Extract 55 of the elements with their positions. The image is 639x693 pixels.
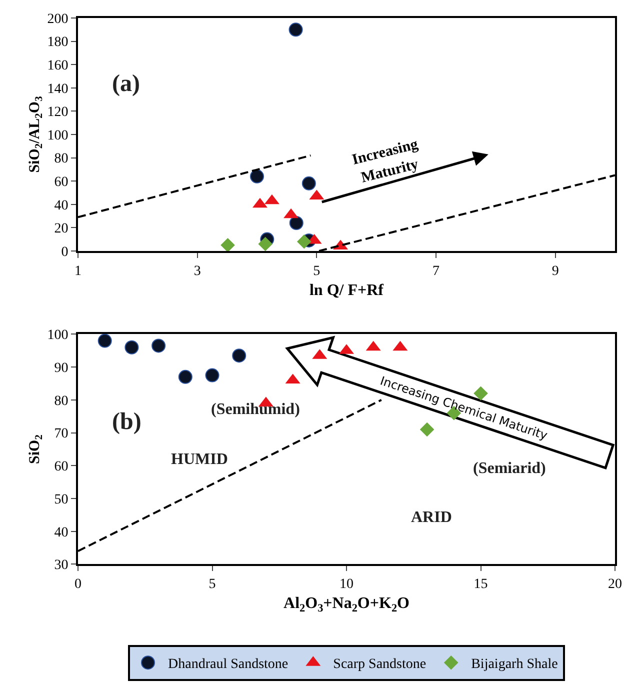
legend-label: Dhandraul Sandstone	[168, 657, 288, 672]
point	[152, 338, 166, 353]
y-tick-label: 30	[54, 558, 68, 574]
point	[289, 216, 304, 230]
y-tick-label: 80	[54, 394, 68, 409]
annotation: HUMID	[171, 451, 228, 468]
y-tick-label: 120	[47, 105, 68, 120]
x-tick-label: 5	[208, 577, 216, 592]
y-tick-label: 160	[47, 58, 68, 74]
point	[420, 422, 434, 437]
annotation: (Semihumid)	[211, 401, 300, 418]
annotation: (Semiarid)	[473, 460, 546, 477]
point	[98, 334, 112, 348]
point	[258, 236, 272, 252]
text: Al$_{2}$O$_{3}$+Na$_{2}$O+K$_{2}$O	[284, 595, 410, 615]
y-tick-label: 200	[47, 12, 68, 27]
y-tick-label: 20	[54, 222, 68, 237]
x-tick-label: 15	[474, 577, 488, 592]
legend-label: Bijaigarh Shale	[471, 657, 558, 672]
x-tick-label: 20	[608, 577, 622, 592]
annotation: Increasing Maturity	[350, 136, 421, 186]
y-tick-label: 40	[54, 198, 68, 214]
annotation: (b)	[112, 409, 142, 435]
point	[296, 234, 312, 249]
x-tick-label: 1	[74, 264, 82, 279]
y-tick-label: 140	[47, 82, 68, 97]
y-tick-label: 70	[54, 426, 68, 442]
y-tick-label: 90	[54, 360, 68, 376]
y-tick-label: 100	[47, 328, 68, 344]
point	[205, 368, 220, 382]
x-tick-label: 9	[552, 264, 559, 279]
y-tick-label: 40	[54, 525, 68, 540]
y-tick-label: 0	[61, 244, 68, 260]
x-tick-label: 0	[74, 577, 82, 592]
point	[232, 348, 246, 363]
point	[302, 176, 316, 190]
annotation: (a)	[112, 71, 140, 97]
y-tick-label: 50	[54, 492, 68, 508]
y-tick-label: 180	[47, 35, 68, 50]
point	[288, 22, 303, 37]
x-tick-label: 3	[194, 264, 201, 279]
y-tick-label: 100	[47, 128, 68, 144]
legend-label: Scarp Sandstone	[333, 657, 426, 672]
x-axis-title: ln Q/ F+Rf	[309, 282, 384, 299]
point	[178, 370, 192, 384]
x-tick-label: 7	[432, 264, 440, 279]
point	[124, 340, 139, 354]
point	[220, 238, 235, 252]
x-tick-label: 10	[340, 577, 354, 592]
point	[250, 169, 264, 184]
x-tick-label: 5	[313, 264, 320, 279]
y-tick-label: 60	[54, 174, 68, 190]
annotation: ARID	[411, 509, 452, 526]
y-tick-label: 80	[54, 152, 68, 167]
y-tick-label: 60	[54, 460, 68, 475]
